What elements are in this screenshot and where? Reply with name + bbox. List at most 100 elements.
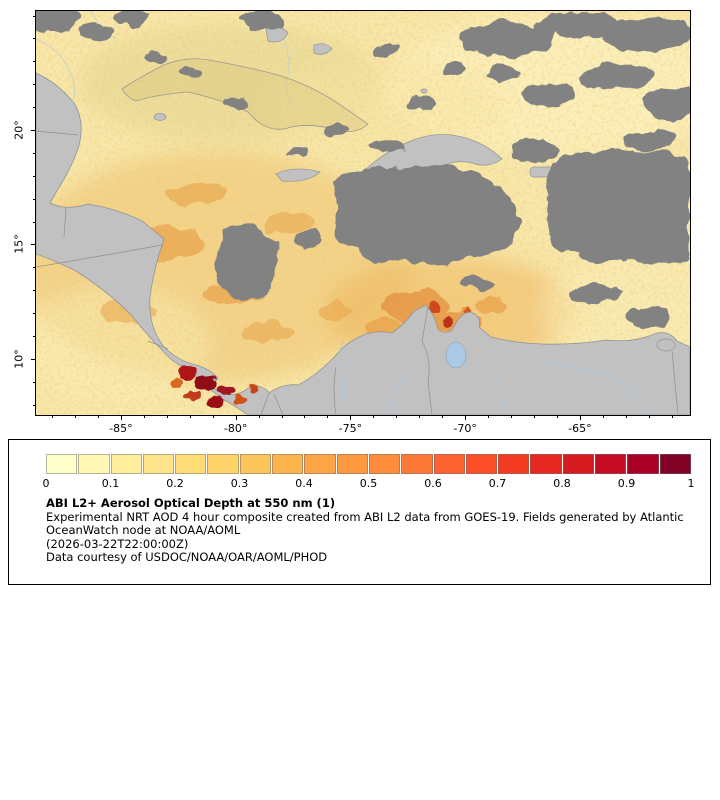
colorbar-cell <box>498 454 530 474</box>
colorbar-cell <box>142 454 175 474</box>
colorbar-cell <box>530 454 562 474</box>
lon-tick <box>75 415 76 418</box>
country-borders <box>36 130 679 415</box>
lon-tick <box>488 415 490 418</box>
land-layer <box>36 72 690 415</box>
lon-tick <box>235 415 237 420</box>
colorbar-cell <box>110 454 142 474</box>
lat-tick <box>33 290 36 292</box>
lon-tick <box>671 415 673 418</box>
lon-tick <box>97 415 99 418</box>
lon-tick-label: -65° <box>568 422 592 435</box>
lon-tick <box>465 415 467 420</box>
lon-tick <box>304 415 306 418</box>
colorbar-cell <box>401 454 433 474</box>
lat-tick <box>33 38 36 40</box>
lake-maracaibo <box>445 341 467 369</box>
lon-tick-label: -75° <box>338 422 363 435</box>
colorbar-cell <box>272 454 304 474</box>
aod-max-hotspots <box>172 366 258 407</box>
colorbar-cell <box>78 454 110 474</box>
lon-tick <box>625 415 627 418</box>
lat-tick <box>33 267 36 269</box>
legend-courtesy: Data courtesy of USDOC/NOAA/OAR/AOML/PHO… <box>46 550 328 564</box>
lat-tick-label: 20° <box>12 120 26 140</box>
lon-tick-label: -85° <box>109 422 133 435</box>
colorbar-tick-label: 0.2 <box>166 477 184 490</box>
lon-tick <box>533 415 535 418</box>
colorbar-cell <box>336 454 368 474</box>
lon-axis: -85° -80° -75° -70° -65° <box>36 415 690 445</box>
lat-tick <box>31 130 36 132</box>
legend-description: Experimental NRT AOD 4 hour composite cr… <box>46 509 684 537</box>
lon-tick <box>511 415 512 418</box>
map-plot: -85° -80° -75° -70° -65° 10° 15° 20° <box>13 10 691 435</box>
lon-tick <box>648 415 650 418</box>
cloud-layer <box>36 11 690 327</box>
lat-tick <box>33 61 36 63</box>
lon-tick <box>373 415 375 418</box>
lon-tick <box>52 415 54 418</box>
colorbar-cell <box>562 454 595 474</box>
legend-title: ABI L2+ Aerosol Optical Depth at 550 nm … <box>46 496 336 510</box>
lon-tick <box>327 415 329 418</box>
lat-tick <box>33 152 36 154</box>
lat-tick <box>31 244 36 246</box>
colorbar-cell <box>595 454 627 474</box>
colorbar-tick-label: 0.9 <box>617 477 636 490</box>
trinidad <box>656 338 676 352</box>
lon-tick-label: -70° <box>453 422 477 435</box>
colorbar-cell <box>659 454 691 474</box>
lat-tick <box>33 198 36 200</box>
colorbar-cell <box>627 454 659 474</box>
lon-tick <box>281 415 283 418</box>
lon-tick <box>556 415 558 418</box>
colorbar-tick-label: 0.6 <box>424 477 442 490</box>
legend-text: ABI L2+ Aerosol Optical Depth at 550 nm … <box>46 496 706 565</box>
colorbar-tick-label: 0.4 <box>295 477 313 490</box>
lat-tick <box>33 175 36 177</box>
lon-tick <box>602 415 604 418</box>
legend-timestamp: (2026-03-22T22:00:00Z) <box>46 536 189 551</box>
colorbar-cell <box>304 454 336 474</box>
colorbar-tick-label: 0 <box>42 477 50 490</box>
colorbar-cell <box>46 454 78 474</box>
lat-tick-label: 10° <box>12 349 26 369</box>
lon-tick <box>120 415 122 420</box>
lat-tick <box>31 358 36 360</box>
colorbar-cell <box>433 454 465 474</box>
central-america-landmass <box>36 72 277 415</box>
colorbar-tick-label: 0.1 <box>101 477 120 490</box>
aod-map <box>36 11 690 415</box>
lon-tick <box>442 415 444 418</box>
lon-tick <box>143 415 145 418</box>
lon-tick <box>350 415 352 420</box>
colorbar-tick-label: 0.5 <box>359 477 378 490</box>
lon-tick <box>189 415 191 418</box>
colorbar-tick-label: 0.7 <box>488 477 507 490</box>
colorbar-cell <box>368 454 401 474</box>
lat-tick <box>33 221 36 223</box>
colorbar-cell <box>207 454 239 474</box>
colorbar <box>46 454 691 474</box>
lat-tick <box>33 404 36 406</box>
lon-tick <box>579 415 581 420</box>
lat-tick <box>33 15 36 17</box>
south-america-landmass <box>260 304 690 415</box>
lon-tick <box>258 415 260 418</box>
colorbar-tick-label: 0.3 <box>230 477 249 490</box>
colorbar-cell <box>175 454 207 474</box>
lat-tick-label: 15° <box>12 234 26 255</box>
colorbar-ticks: 0 0.1 0.2 0.3 0.4 0.5 0.6 0.7 0.8 0.9 1 <box>42 477 695 491</box>
lon-tick-label: -80° <box>223 422 248 435</box>
lat-tick <box>33 107 36 109</box>
lon-tick <box>396 415 398 418</box>
lon-tick <box>212 415 214 418</box>
lat-axis: 10° 15° 20° <box>5 11 36 415</box>
colorbar-tick-label: 0.8 <box>553 477 571 490</box>
lat-tick <box>33 313 36 315</box>
colorbar-cell <box>465 454 498 474</box>
lon-tick <box>419 415 421 418</box>
lat-tick <box>33 84 36 86</box>
lat-tick <box>33 336 36 338</box>
